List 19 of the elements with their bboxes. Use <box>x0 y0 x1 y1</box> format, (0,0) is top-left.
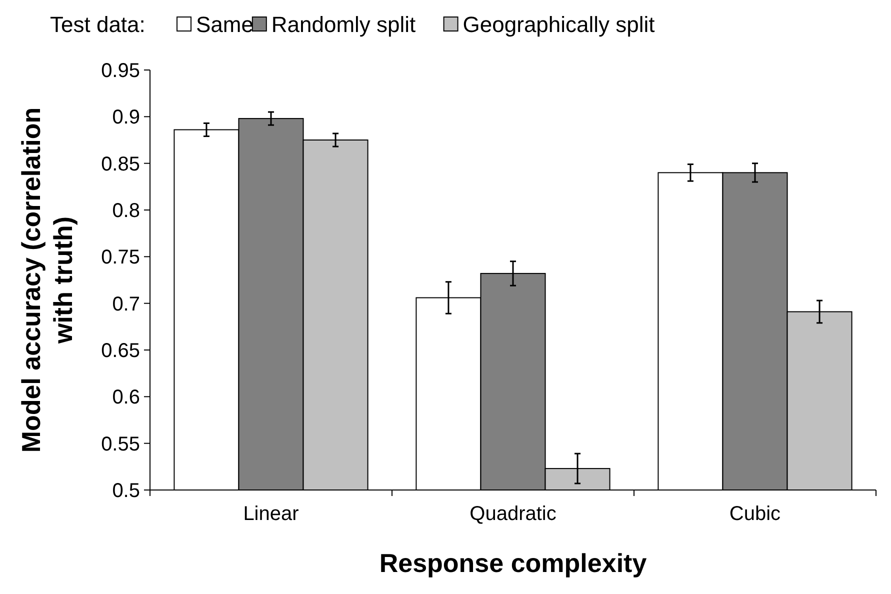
legend-label: Same <box>196 12 254 37</box>
y-axis-title: Model accuracy (correlation with truth) <box>16 107 78 453</box>
x-axis-title: Response complexity <box>379 548 648 578</box>
y-tick-label: 0.85 <box>101 153 140 176</box>
y-tick-label: 0.7 <box>112 293 140 316</box>
legend-title: Test data: <box>50 12 146 37</box>
y-tick-label: 0.6 <box>112 386 140 409</box>
y-tick-label: 0.95 <box>101 60 140 82</box>
y-tick-label: 0.65 <box>101 340 140 362</box>
y-tick-label: 0.8 <box>112 200 140 222</box>
x-tick-label: Quadratic <box>470 503 556 525</box>
x-tick-label: Cubic <box>729 503 781 525</box>
y-tick-label: 0.55 <box>101 433 140 456</box>
y-tick-label: 0.5 <box>112 480 140 502</box>
y-tick-label: 0.75 <box>101 246 140 269</box>
legend-label: Geographically split <box>462 12 655 37</box>
legend-label: Randomly split <box>271 12 416 37</box>
x-tick-label: Linear <box>243 503 300 525</box>
y-tick-label: 0.9 <box>112 106 140 129</box>
